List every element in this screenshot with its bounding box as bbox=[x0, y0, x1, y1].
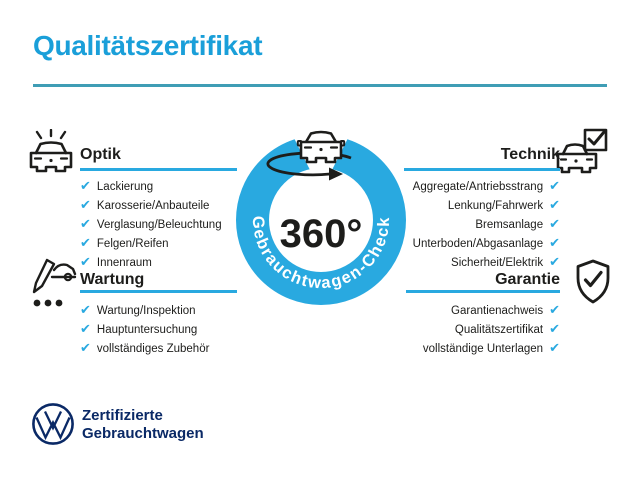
optik-checklist: ✔ Lackierung ✔ Karosserie/Anbauteile ✔ Verg… bbox=[80, 177, 222, 272]
item-label: Unterboden/Abgasanlage bbox=[412, 237, 544, 250]
list-item: ✔ Felgen/Reifen bbox=[80, 234, 222, 253]
list-item: Sicherheit/Elektrik ✔ bbox=[330, 253, 560, 272]
list-item: ✔ Wartung/Inspektion bbox=[80, 301, 209, 320]
item-label: Hauptuntersuchung bbox=[96, 323, 198, 336]
shield-check-icon bbox=[576, 259, 610, 304]
section-title-optik: Optik bbox=[80, 146, 121, 163]
item-label: Sicherheit/Elektrik bbox=[451, 256, 544, 269]
check-icon: ✔ bbox=[80, 303, 91, 318]
check-icon: ✔ bbox=[80, 341, 91, 356]
footer-claim-line1: Zertifizierte bbox=[82, 407, 163, 424]
check-icon: ✔ bbox=[80, 217, 91, 232]
list-item: ✔ Lackierung bbox=[80, 177, 222, 196]
wartung-underline bbox=[80, 290, 237, 293]
list-item: vollständige Unterlagen ✔ bbox=[330, 339, 560, 358]
page-title: Qualitätszertifikat bbox=[33, 30, 263, 61]
item-label: Lackierung bbox=[96, 180, 154, 193]
footer-claim: Zertifizierte Gebrauchtwagen bbox=[82, 407, 204, 443]
check-icon: ✔ bbox=[549, 303, 560, 318]
check-icon: ✔ bbox=[549, 322, 560, 337]
footer-claim-line2: Gebrauchtwagen bbox=[82, 425, 204, 442]
header-divider bbox=[33, 84, 607, 87]
check-icon: ✔ bbox=[549, 198, 560, 213]
check-icon: ✔ bbox=[549, 255, 560, 270]
item-label: Wartung/Inspektion bbox=[96, 304, 196, 317]
list-item: ✔ vollständiges Zubehör bbox=[80, 339, 209, 358]
service-pen-icon bbox=[32, 258, 77, 307]
section-title-garantie: Garantie bbox=[495, 271, 560, 288]
technik-checklist: Aggregate/Antriebsstrang ✔ Lenkung/Fahrwe… bbox=[330, 177, 560, 272]
section-title-technik: Technik bbox=[500, 146, 560, 163]
item-label: Karosserie/Anbauteile bbox=[96, 199, 210, 212]
item-label: Garantienachweis bbox=[451, 304, 544, 317]
item-label: Verglasung/Beleuchtung bbox=[96, 218, 222, 231]
list-item: Unterboden/Abgasanlage ✔ bbox=[330, 234, 560, 253]
list-item: ✔ Hauptuntersuchung bbox=[80, 320, 209, 339]
check-icon: ✔ bbox=[549, 179, 560, 194]
list-item: Lenkung/Fahrwerk ✔ bbox=[330, 196, 560, 215]
list-item: ✔ Karosserie/Anbauteile bbox=[80, 196, 222, 215]
item-label: Innenraum bbox=[96, 256, 152, 269]
item-label: Bremsanlage bbox=[475, 218, 544, 231]
item-label: Felgen/Reifen bbox=[96, 237, 169, 250]
check-icon: ✔ bbox=[80, 198, 91, 213]
item-label: vollständiges Zubehör bbox=[96, 342, 210, 355]
car-checklist-icon bbox=[556, 128, 608, 174]
check-icon: ✔ bbox=[549, 236, 560, 251]
check-icon: ✔ bbox=[80, 255, 91, 270]
list-item: Bremsanlage ✔ bbox=[330, 215, 560, 234]
garantie-checklist: Garantienachweis ✔ Qualitätszertifikat ✔ v… bbox=[330, 301, 560, 358]
item-label: Qualitätszertifikat bbox=[454, 323, 544, 336]
item-label: vollständige Unterlagen bbox=[422, 342, 544, 355]
section-title-wartung: Wartung bbox=[80, 271, 145, 288]
list-item: ✔ Verglasung/Beleuchtung bbox=[80, 215, 222, 234]
check-icon: ✔ bbox=[549, 341, 560, 356]
shiny-car-icon bbox=[29, 129, 73, 173]
check-icon: ✔ bbox=[80, 322, 91, 337]
wartung-checklist: ✔ Wartung/Inspektion ✔ Hauptuntersuchung ✔… bbox=[80, 301, 209, 358]
list-item: Qualitätszertifikat ✔ bbox=[330, 320, 560, 339]
garantie-underline bbox=[406, 290, 560, 293]
technik-underline bbox=[404, 168, 560, 171]
item-label: Aggregate/Antriebsstrang bbox=[412, 180, 544, 193]
item-label: Lenkung/Fahrwerk bbox=[447, 199, 544, 212]
list-item: ✔ Innenraum bbox=[80, 253, 222, 272]
list-item: Aggregate/Antriebsstrang ✔ bbox=[330, 177, 560, 196]
optik-underline bbox=[80, 168, 237, 171]
check-icon: ✔ bbox=[549, 217, 560, 232]
vw-logo bbox=[32, 403, 74, 445]
check-icon: ✔ bbox=[80, 179, 91, 194]
list-item: Garantienachweis ✔ bbox=[330, 301, 560, 320]
check-icon: ✔ bbox=[80, 236, 91, 251]
